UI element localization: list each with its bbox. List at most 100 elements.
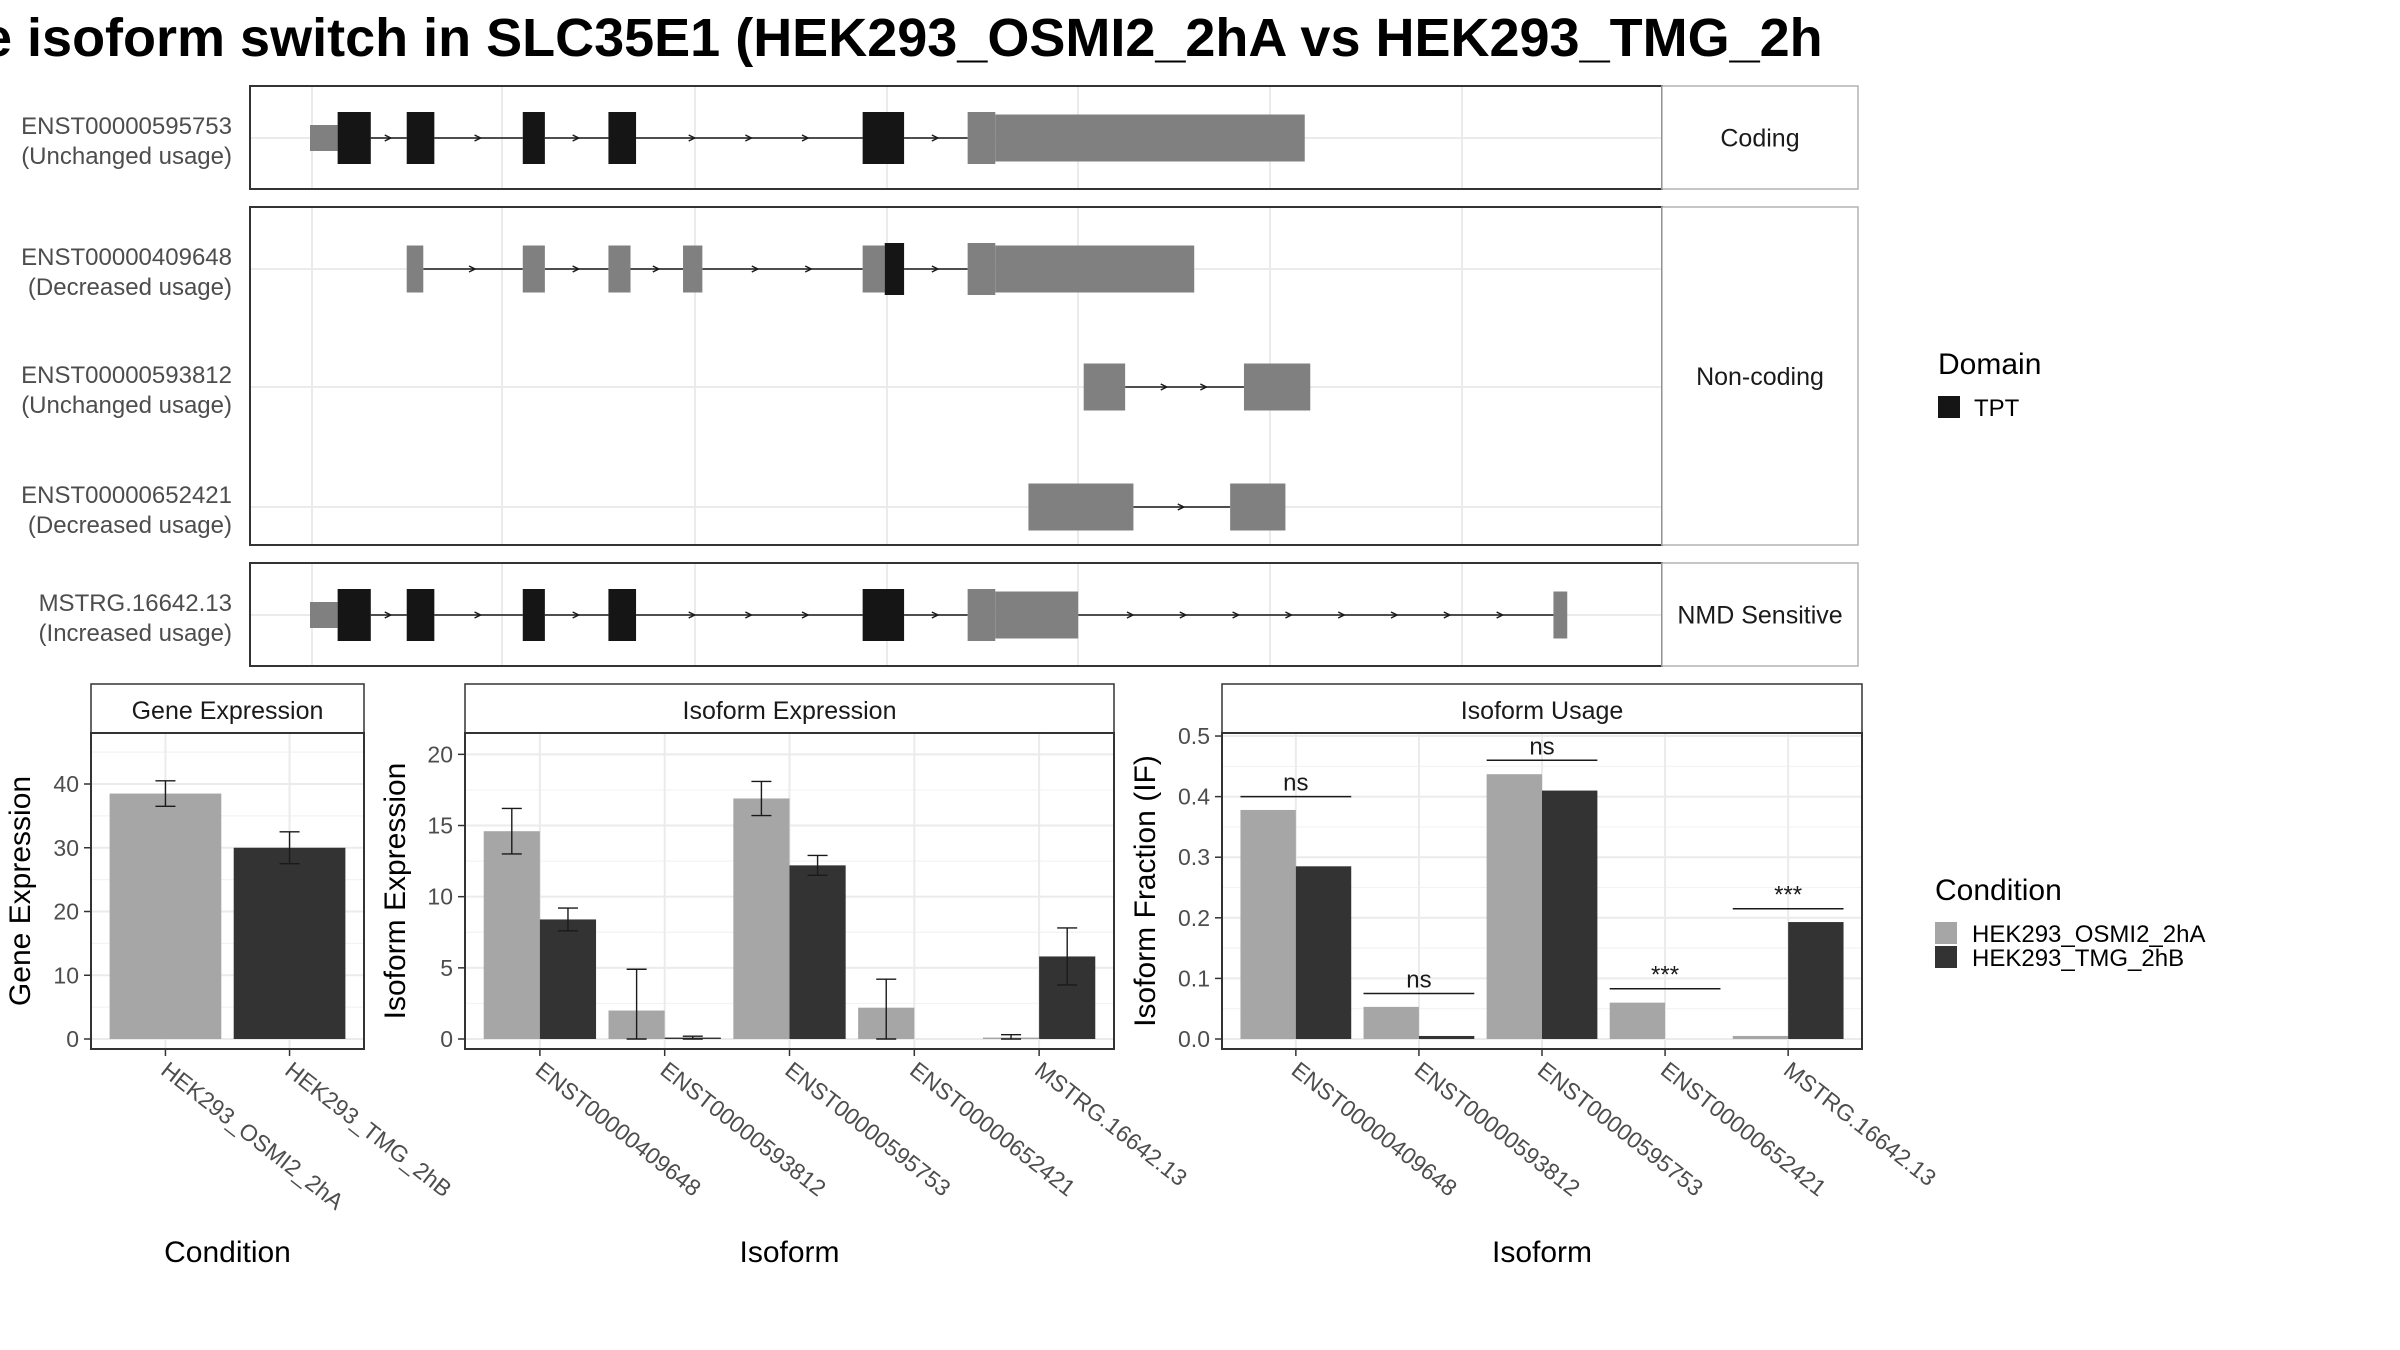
chart-strip	[1221, 683, 1863, 734]
y-tick-label: 0.0	[1178, 1026, 1210, 1052]
condition-legend-label-a: HEK293_OSMI2_2hA	[1972, 921, 2205, 948]
bar-a	[1363, 1006, 1419, 1039]
exon-block	[995, 245, 1195, 293]
intron-arrow	[801, 134, 810, 142]
intron-arrow	[931, 134, 940, 142]
intron-arrow	[1160, 383, 1169, 391]
isoform-id-label: ENST00000652421	[21, 482, 232, 509]
y-tick-label: 5	[440, 955, 453, 981]
bar	[233, 847, 346, 1039]
bar-a	[1732, 1035, 1789, 1039]
isoform-usage-label: (Unchanged usage)	[21, 143, 232, 170]
condition-legend-key-a	[1935, 922, 1957, 944]
y-tick-label: 30	[53, 835, 79, 861]
y-tick-label: 20	[53, 899, 79, 925]
exon-block	[522, 245, 545, 293]
exon-domain-block	[862, 589, 905, 641]
intron-arrow	[931, 265, 940, 273]
y-tick-label: 10	[427, 884, 453, 910]
exon-domain-block	[406, 112, 435, 164]
exon-block	[967, 589, 996, 641]
isoform-id-label: MSTRG.16642.13	[39, 590, 232, 617]
isoform-id-label: ENST00000593812	[21, 362, 232, 389]
chart-1: Isoform Expression05101520ENST0000040964…	[379, 683, 1192, 1269]
intron-arrow	[688, 611, 697, 619]
structure-strip	[1661, 206, 1859, 546]
bar-b	[539, 919, 597, 1039]
intron-arrow	[572, 134, 581, 142]
exon-block	[683, 245, 703, 293]
y-tick-label: 0.3	[1178, 844, 1210, 870]
x-axis-label: Condition	[164, 1236, 291, 1269]
intron-arrow	[801, 611, 810, 619]
y-tick-label: 0.1	[1178, 965, 1210, 991]
intron-arrow	[652, 265, 661, 273]
isoform-usage-label: (Increased usage)	[39, 620, 232, 647]
exon-domain-block	[608, 589, 637, 641]
bar-b	[789, 865, 846, 1039]
exon-domain-block	[337, 589, 371, 641]
significance-label: ***	[1774, 882, 1802, 909]
domain-legend-key-tpt	[1938, 396, 1960, 418]
chart-strip	[464, 683, 1115, 734]
significance-label: ns	[1406, 967, 1431, 994]
structure-strip-label: Non-coding	[1696, 363, 1824, 391]
bar	[109, 793, 222, 1039]
intron-arrow	[572, 265, 581, 273]
y-axis-label: Gene Expression	[4, 776, 37, 1006]
isoform-id-label: ENST00000409648	[21, 244, 232, 271]
structure-strip	[1661, 85, 1859, 190]
condition-legend-key-b	[1935, 946, 1957, 968]
condition-legend-label-b: HEK293_TMG_2hB	[1972, 945, 2184, 972]
intron-arrow	[468, 265, 477, 273]
bar-b	[1295, 866, 1352, 1039]
bar-b	[1542, 790, 1598, 1039]
exon-domain-block	[522, 589, 545, 641]
chart-border	[90, 732, 365, 1050]
structure-strip-label: NMD Sensitive	[1677, 602, 1842, 630]
figure-title: e isoform switch in SLC35E1 (HEK293_OSMI…	[0, 8, 1823, 68]
exon-block	[995, 114, 1305, 162]
intron-arrow	[688, 134, 697, 142]
exon-block	[1083, 363, 1126, 411]
exon-block	[967, 112, 996, 164]
y-tick-label: 0	[66, 1026, 79, 1052]
intron-arrow	[1496, 611, 1505, 619]
intron-arrow	[1443, 611, 1452, 619]
intron-arrow	[384, 611, 393, 619]
chart-title: Isoform Expression	[683, 697, 897, 725]
intron-arrow	[572, 611, 581, 619]
y-tick-label: 10	[53, 962, 79, 988]
intron-arrow	[1200, 383, 1209, 391]
bar-b	[1418, 1035, 1475, 1039]
structure-panel-bg	[250, 207, 1662, 545]
isoform-usage-label: (Unchanged usage)	[21, 392, 232, 419]
structure-panels: Coding Non-coding NMD Sensitive ENST0000059…	[21, 85, 1859, 667]
y-axis-label: Isoform Expression	[379, 763, 412, 1020]
bar-b	[1788, 922, 1844, 1039]
exon-block	[310, 602, 338, 628]
significance-label: ns	[1283, 770, 1308, 797]
y-tick-label: 0.2	[1178, 905, 1210, 931]
intron-arrow	[384, 134, 393, 142]
intron-arrow	[751, 265, 760, 273]
isoform-usage-label: (Decreased usage)	[28, 274, 232, 301]
domain-legend-label-tpt: TPT	[1974, 395, 2020, 422]
y-axis-label: Isoform Fraction (IF)	[1129, 755, 1162, 1027]
intron-arrow	[745, 611, 754, 619]
exon-block	[406, 245, 424, 293]
intron-arrow	[1337, 611, 1346, 619]
significance-label: ns	[1529, 733, 1554, 760]
intron-arrow	[1285, 611, 1294, 619]
bar-a	[733, 798, 790, 1039]
exon-block	[1230, 483, 1286, 531]
exon-block	[862, 245, 885, 293]
exon-domain-block	[337, 112, 371, 164]
x-axis-label: Isoform	[1492, 1236, 1592, 1269]
domain-legend-title: Domain	[1938, 348, 2041, 381]
exon-domain-block	[608, 112, 637, 164]
exon-block	[1243, 363, 1311, 411]
intron-arrow	[1179, 611, 1188, 619]
bar-a	[1240, 809, 1296, 1039]
y-tick-label: 20	[427, 741, 453, 767]
